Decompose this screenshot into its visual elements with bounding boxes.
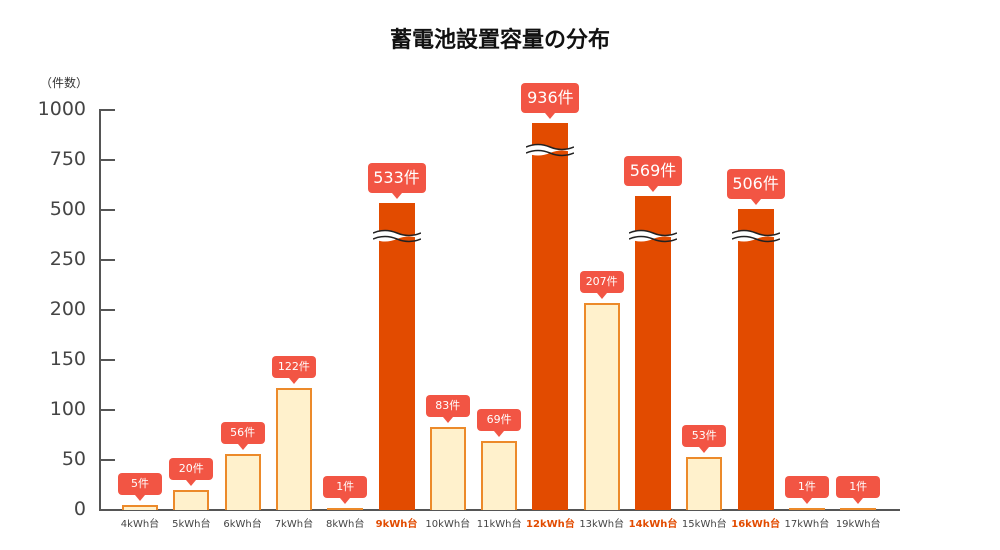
y-tick-label: 50 (61, 448, 86, 470)
data-label-bubble: 506件 (726, 168, 785, 205)
y-tick-label: 250 (49, 248, 86, 270)
y-axis-line (99, 109, 101, 511)
bar-14kWh台 (628, 196, 678, 510)
y-tick-label: 1000 (37, 98, 86, 120)
x-tick-label: 13kWh台 (579, 519, 625, 530)
data-label-bubble: 5件 (118, 473, 162, 501)
data-label-bubble: 69件 (477, 409, 522, 437)
x-tick-label: 14kWh台 (628, 519, 678, 530)
y-tick-label: 100 (49, 398, 86, 420)
bar-7kWh台 (275, 388, 312, 510)
bar-6kWh台 (224, 454, 261, 510)
x-tick-label: 16kWh台 (731, 519, 780, 530)
x-tick-label: 11kWh台 (476, 519, 522, 530)
axis-break-icon (526, 142, 575, 158)
data-label-bubble: 1件 (784, 476, 829, 504)
y-tick-label: 750 (49, 148, 86, 170)
y-tick-mark (101, 459, 115, 461)
y-tick-mark (101, 109, 115, 111)
x-tick-label: 19kWh台 (835, 519, 881, 530)
y-tick-mark (101, 359, 115, 361)
x-tick-label: 12kWh台 (526, 519, 575, 530)
data-label-bubble: 56件 (220, 422, 265, 450)
data-label-bubble: 936件 (521, 82, 580, 119)
data-label-bubble: 533件 (367, 163, 426, 200)
y-tick-mark (101, 309, 115, 311)
bar-10kWh台 (429, 427, 466, 510)
data-label-bubble: 122件 (271, 356, 316, 384)
y-tick-mark (101, 259, 115, 261)
x-tick-label: 9kWh台 (375, 519, 418, 530)
y-tick-mark (101, 409, 115, 411)
chart-title: 蓄電池設置容量の分布 (389, 28, 610, 53)
data-label-bubble: 569件 (624, 156, 682, 193)
axis-break-icon (731, 228, 780, 244)
data-label-bubble: 20件 (169, 458, 214, 486)
bar-19kWh台 (840, 508, 877, 510)
y-tick-mark (101, 159, 115, 161)
x-axis-line (99, 509, 900, 511)
x-tick-label: 17kWh台 (784, 519, 830, 530)
y-tick-label: 150 (49, 348, 86, 370)
x-tick-label: 7kWh台 (274, 519, 314, 530)
data-label-bubble: 207件 (579, 271, 624, 299)
x-tick-label: 6kWh台 (223, 519, 262, 530)
bar-9kWh台 (372, 203, 421, 510)
x-tick-label: 10kWh台 (425, 519, 471, 530)
bar-15kWh台 (686, 457, 723, 510)
bar-4kWh台 (122, 505, 158, 510)
bar-16kWh台 (731, 208, 780, 510)
y-tick-label: 200 (49, 298, 86, 320)
bar-17kWh台 (788, 508, 825, 510)
axis-break-icon (372, 228, 421, 244)
y-tick-mark (101, 209, 115, 211)
bar-12kWh台 (526, 122, 575, 510)
data-label-bubble: 1件 (836, 476, 881, 504)
x-tick-label: 5kWh台 (172, 519, 211, 530)
bar-13kWh台 (583, 303, 620, 510)
bar-11kWh台 (481, 441, 518, 510)
data-label-bubble: 53件 (682, 425, 727, 453)
bar-5kWh台 (173, 490, 210, 510)
y-axis-unit-label: （件数） (40, 76, 89, 90)
data-label-bubble: 1件 (323, 476, 368, 504)
axis-break-icon (628, 228, 678, 244)
y-tick-label: 0 (73, 498, 86, 520)
x-tick-label: 4kWh台 (120, 519, 160, 530)
y-tick-label: 500 (49, 198, 86, 220)
bar-8kWh台 (327, 508, 364, 510)
x-tick-label: 8kWh台 (325, 519, 365, 530)
x-tick-label: 15kWh台 (681, 519, 727, 530)
data-label-bubble: 83件 (425, 395, 470, 423)
